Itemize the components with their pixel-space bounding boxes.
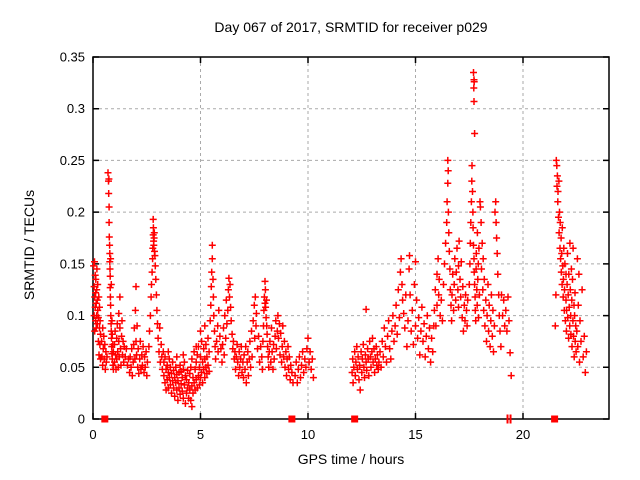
y-axis-label: SRMTID / TECUs [21, 190, 37, 300]
y-tick-label: 0 [78, 412, 85, 427]
x-tick-label: 5 [197, 427, 204, 442]
baseline-square-marker [101, 415, 109, 423]
data-points [90, 69, 590, 424]
baseline-narrow-marker [509, 414, 512, 424]
x-axis-label: GPS time / hours [298, 451, 405, 467]
x-tick-label: 10 [301, 427, 315, 442]
baseline-square-marker [351, 415, 359, 423]
y-tick-label: 0.2 [67, 205, 85, 220]
y-tick-label: 0.35 [60, 50, 85, 65]
baseline-square-marker [551, 415, 559, 423]
y-tick-label: 0.1 [67, 308, 85, 323]
tick-labels: 0 5 10 15 20 0 0.05 0.1 0.15 0.2 0.25 0.3 0.35 [60, 50, 531, 443]
x-tick-label: 20 [516, 427, 530, 442]
series-srmtid-points [90, 69, 590, 411]
x-tick-label: 15 [408, 427, 422, 442]
y-tick-label: 0.15 [60, 256, 85, 271]
chart-title: Day 067 of 2017, SRMTID for receiver p02… [214, 19, 487, 35]
baseline-square-marker [288, 415, 296, 423]
y-tick-label: 0.3 [67, 101, 85, 116]
plot-border [92, 56, 610, 420]
y-tick-label: 0.25 [60, 153, 85, 168]
y-tick-label: 0.05 [60, 360, 85, 375]
x-tick-label: 0 [89, 427, 96, 442]
baseline-narrow-marker [506, 414, 509, 424]
